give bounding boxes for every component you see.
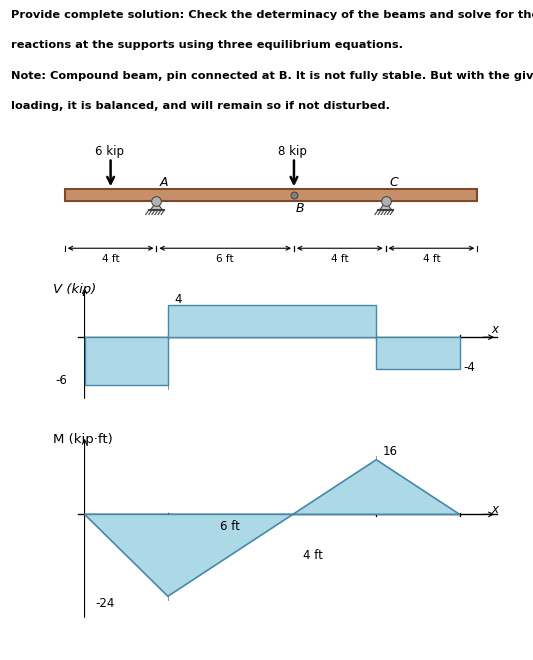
Text: -6: -6: [55, 374, 67, 387]
Text: 4 ft: 4 ft: [423, 253, 440, 264]
Text: 4 ft: 4 ft: [102, 253, 119, 264]
Polygon shape: [150, 202, 163, 211]
Text: M (kip·ft): M (kip·ft): [53, 433, 113, 446]
Bar: [65, 189, 478, 201]
Text: 4: 4: [174, 293, 182, 306]
Text: reactions at the supports using three equilibrium equations.: reactions at the supports using three eq…: [11, 40, 402, 50]
Polygon shape: [376, 337, 459, 369]
Polygon shape: [379, 202, 392, 211]
Text: 8 kip: 8 kip: [278, 145, 307, 158]
Text: 16: 16: [383, 445, 398, 457]
Text: C: C: [389, 176, 398, 189]
Text: Provide complete solution: Check the determinacy of the beams and solve for the: Provide complete solution: Check the det…: [11, 10, 533, 20]
Text: B: B: [296, 202, 304, 215]
Text: -4: -4: [464, 361, 475, 374]
Polygon shape: [168, 305, 376, 337]
Text: A: A: [160, 176, 168, 189]
Text: Note: Compound beam, pin connected at B. It is not fully stable. But with the gi: Note: Compound beam, pin connected at B.…: [11, 71, 533, 81]
Text: -24: -24: [95, 597, 115, 610]
Polygon shape: [85, 337, 168, 385]
Text: loading, it is balanced, and will remain so if not disturbed.: loading, it is balanced, and will remain…: [11, 101, 390, 111]
Text: 6 ft: 6 ft: [216, 253, 234, 264]
Text: 6 ft: 6 ft: [220, 519, 240, 533]
Text: x: x: [491, 323, 498, 336]
Text: x: x: [491, 503, 498, 515]
Polygon shape: [85, 460, 459, 596]
Text: 4 ft: 4 ft: [303, 548, 323, 562]
Text: V (kip): V (kip): [53, 283, 96, 296]
Text: 6 kip: 6 kip: [94, 145, 124, 158]
Text: 4 ft: 4 ft: [331, 253, 349, 264]
